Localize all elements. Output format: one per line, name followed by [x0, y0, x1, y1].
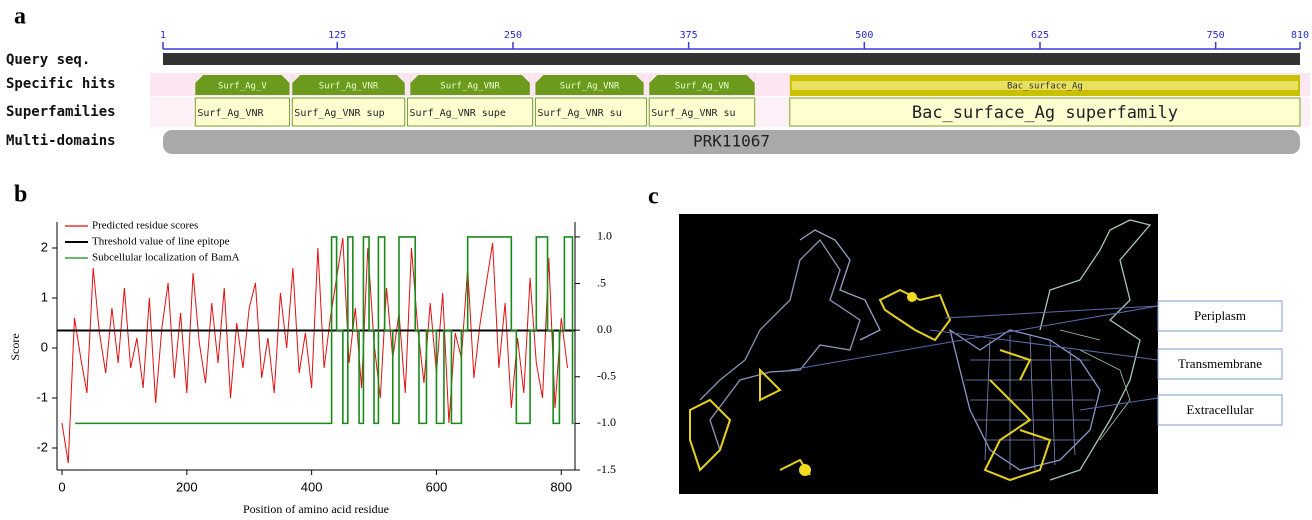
legend-label: Subcellular localization of BamA — [92, 252, 240, 264]
panel-label: b — [14, 182, 27, 208]
panel-label: c — [648, 184, 659, 210]
row-label: Specific hits — [6, 76, 116, 92]
region-label: Periplasm — [1194, 308, 1246, 323]
superfamily-label: Surf_Ag_VNR — [197, 108, 264, 119]
x-tick-label: 600 — [426, 479, 448, 494]
ruler-tick-label: 625 — [1031, 30, 1049, 41]
y-tick-label: -2 — [36, 439, 48, 454]
series-line — [62, 238, 568, 463]
ruler-tick-label: 1 — [160, 30, 166, 41]
y2-tick-label: -1.5 — [597, 462, 616, 476]
y-tick-label: -1 — [36, 389, 48, 404]
y2-tick-label: 0.0 — [597, 322, 612, 336]
domain-label: Surf_Ag_VN — [675, 82, 729, 92]
ruler-tick-label: 125 — [328, 30, 346, 41]
panel-label: a — [14, 4, 26, 30]
figure: a b c Periplasm Transmembrane Extracellu… — [0, 0, 1312, 520]
row-label: Query seq. — [6, 52, 90, 68]
y-tick-label: 0 — [41, 339, 48, 354]
page: a b c Periplasm Transmembrane Extracellu… — [0, 0, 1312, 520]
region-label: Transmembrane — [1178, 356, 1262, 371]
ruler-tick-label: 750 — [1207, 30, 1225, 41]
superfamily-label: Bac_surface_Ag superfamily — [912, 103, 1178, 123]
ruler-tick-label: 810 — [1291, 30, 1309, 41]
ruler-tick-label: 500 — [855, 30, 873, 41]
ruler-tick-label: 375 — [680, 30, 698, 41]
row-label: Multi-domains — [6, 133, 116, 149]
y2-tick-label: -1.0 — [597, 415, 616, 429]
domain-label: Bac_surface_Ag — [1007, 82, 1083, 92]
x-tick-label: 0 — [58, 479, 65, 494]
domain-label: Surf_Ag_VNR — [440, 82, 500, 92]
y-tick-label: 1 — [41, 289, 48, 304]
x-tick-label: 800 — [550, 479, 572, 494]
legend-label: Predicted residue scores — [92, 220, 198, 232]
y2-tick-label: .5 — [597, 275, 606, 289]
region-labels: Periplasm Transmembrane Extracellular — [1158, 301, 1282, 425]
superfamily-label: Surf_Ag_VNR su — [651, 108, 735, 119]
multi-domain-label: PRK11067 — [693, 132, 770, 151]
x-tick-label: 200 — [176, 479, 198, 494]
domain-label: Surf_Ag_VNR — [319, 82, 379, 92]
superfamily-label: Surf_Ag_VNR sup — [294, 108, 384, 119]
structure-image — [679, 214, 1158, 494]
ruler-tick-label: 250 — [504, 30, 522, 41]
y2-tick-label: 1.0 — [597, 229, 612, 243]
domain-label: Surf_Ag_VNR — [560, 82, 620, 92]
y-axis-label: Score — [8, 333, 22, 360]
region-label: Extracellular — [1186, 402, 1254, 417]
query-bar — [163, 53, 1300, 65]
x-axis-label: Position of amino acid residue — [243, 502, 389, 516]
superfamily-label: Surf_Ag_VNR supe — [410, 108, 506, 119]
superfamily-label: Surf_Ag_VNR su — [537, 108, 621, 119]
y2-tick-label: -0.5 — [597, 369, 616, 383]
row-label: Superfamilies — [6, 104, 116, 120]
x-tick-label: 400 — [301, 479, 323, 494]
y-tick-label: 2 — [41, 239, 48, 254]
legend-label: Threshold value of line epitope — [92, 236, 230, 248]
domain-label: Surf_Ag_V — [218, 82, 267, 92]
